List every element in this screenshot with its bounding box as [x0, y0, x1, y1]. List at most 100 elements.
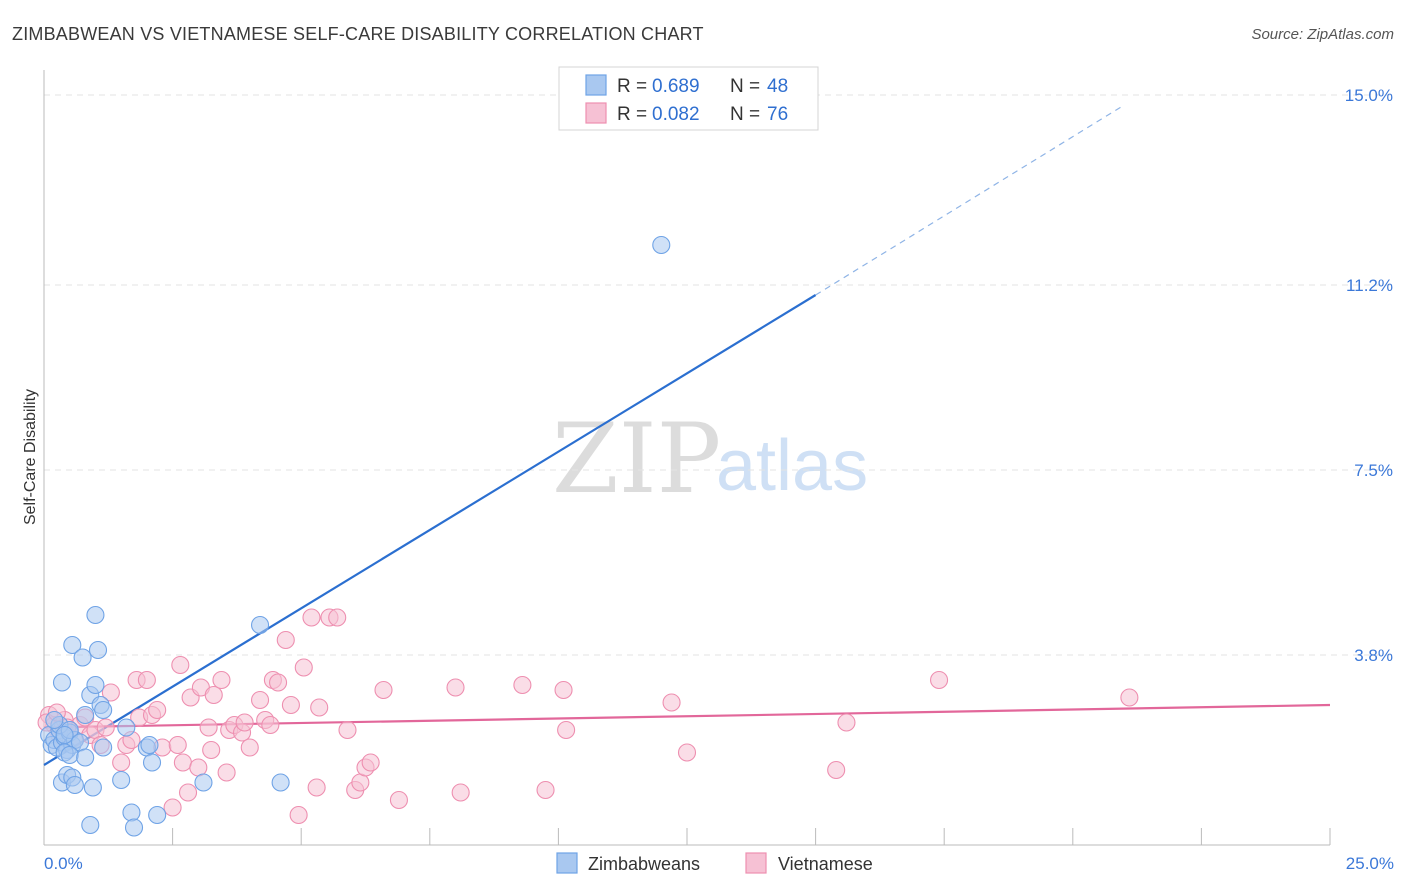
vietnamese-point-33: [217, 763, 236, 782]
bottom-legend-label-vietnamese: Vietnamese: [778, 854, 873, 874]
vietnamese-point-59: [389, 790, 408, 810]
zimbabweans-point-27: [122, 803, 141, 822]
zimbabweans-point-28: [124, 818, 144, 837]
vietnamese-point-12: [101, 683, 120, 702]
trend-line-zimbabweans: [43, 294, 817, 766]
vietnamese-point-47: [294, 658, 313, 677]
zimbabweans-point-23: [86, 675, 105, 695]
zimbabweans-point-33: [250, 615, 270, 635]
x-tick-label-max: 25.0%: [1346, 854, 1394, 873]
zimbabweans-point-15: [45, 710, 64, 730]
bottom-legend-swatch-zimbabweans: [556, 852, 578, 874]
series-vietnamese-points: [37, 608, 1139, 825]
vietnamese-point-60: [446, 678, 465, 697]
vietnamese-point-67: [677, 743, 697, 762]
chart-title: ZIMBABWEAN VS VIETNAMESE SELF-CARE DISAB…: [12, 24, 704, 44]
zimbabweans-point-18: [60, 745, 79, 765]
vietnamese-point-37: [235, 713, 254, 732]
vietnamese-point-45: [281, 695, 300, 715]
vietnamese-point-39: [250, 690, 270, 710]
stats-legend: R = 0.689 N = 48 R = 0.082 N = 76: [558, 66, 819, 131]
zimbabweans-point-31: [148, 805, 167, 825]
vietnamese-point-25: [173, 753, 192, 772]
vietnamese-point-71: [1120, 688, 1139, 707]
y-tick-label-0: 3.8%: [1354, 646, 1393, 665]
zimbabweans-point-35: [86, 605, 105, 625]
zimbabweans-point-26: [112, 770, 131, 790]
chart-source: Source: ZipAtlas.com: [1251, 26, 1394, 43]
zimbabweans-point-30: [142, 753, 162, 772]
gridlines: [44, 94, 1392, 656]
vietnamese-point-65: [557, 720, 576, 740]
vietnamese-point-23: [168, 735, 187, 755]
vietnamese-point-43: [269, 673, 288, 692]
vietnamese-point-27: [189, 758, 208, 777]
vietnamese-point-46: [289, 805, 308, 825]
zimbabweans-point-25: [81, 815, 100, 835]
vietnamese-point-41: [261, 715, 280, 735]
legend-r-value-2: 0.082: [652, 104, 700, 125]
watermark: ZIP atlas: [552, 403, 868, 515]
vietnamese-point-48: [302, 608, 321, 627]
y-axis-label: Self-Care Disability: [22, 389, 39, 525]
vietnamese-point-31: [204, 685, 223, 705]
vietnamese-point-32: [212, 670, 231, 690]
vietnamese-point-22: [163, 798, 182, 817]
legend-n-label-2: N =: [730, 104, 760, 125]
zimbabweans-point-36: [63, 635, 82, 655]
series-zimbabweans-points: [40, 235, 671, 837]
vietnamese-point-53: [338, 720, 357, 740]
zimbabweans-point-43: [76, 748, 95, 767]
vietnamese-point-20: [148, 700, 167, 720]
series-legend: Zimbabweans Vietnamese: [556, 852, 873, 874]
vietnamese-point-30: [202, 740, 221, 760]
zimbabweans-point-40: [94, 738, 113, 757]
vietnamese-point-49: [307, 778, 326, 797]
zimbabweans-point-45: [83, 778, 102, 797]
legend-r-label-2: R =: [617, 104, 647, 125]
zimbabweans-point-42: [140, 735, 159, 755]
vietnamese-point-63: [536, 780, 555, 800]
zimbabweans-point-34: [271, 773, 290, 792]
legend-r-label-1: R =: [617, 76, 647, 97]
vietnamese-point-13: [112, 753, 131, 772]
vietnamese-point-70: [930, 670, 949, 690]
zimbabweans-point-20: [65, 775, 84, 795]
zimbabweans-point-21: [76, 705, 95, 725]
zimbabweans-point-37: [73, 648, 92, 667]
zimbabweans-point-41: [117, 718, 136, 737]
zimbabweans-point-44: [55, 725, 74, 745]
x-axis-ticks: [43, 828, 1331, 845]
vietnamese-point-68: [837, 713, 856, 732]
vietnamese-point-58: [374, 680, 393, 700]
vietnamese-point-66: [662, 693, 681, 712]
legend-n-value-1: 48: [767, 76, 788, 97]
vietnamese-point-38: [240, 738, 259, 757]
zimbabweans-point-46: [94, 700, 113, 720]
legend-n-value-2: 76: [767, 104, 788, 125]
vietnamese-point-61: [451, 783, 470, 802]
vietnamese-point-52: [328, 608, 347, 627]
vietnamese-point-29: [199, 718, 218, 737]
vietnamese-point-18: [137, 670, 156, 690]
zimbabweans-point-47: [652, 235, 671, 255]
vietnamese-point-24: [171, 655, 190, 675]
watermark-zip: ZIP: [552, 403, 721, 515]
y-tick-labels: 3.8% 7.5% 11.2% 15.0%: [1345, 86, 1393, 665]
vietnamese-point-69: [827, 760, 846, 780]
legend-r-value-1: 0.689: [652, 76, 700, 97]
zimbabweans-point-32: [194, 773, 213, 792]
zimbabweans-point-38: [88, 640, 108, 660]
legend-swatch-zimbabweans: [585, 74, 607, 96]
vietnamese-point-62: [513, 675, 532, 695]
x-tick-label-min: 0.0%: [44, 854, 83, 873]
vietnamese-point-44: [276, 630, 295, 650]
legend-swatch-vietnamese: [585, 102, 607, 124]
watermark-atlas: atlas: [716, 426, 868, 506]
zimbabweans-point-39: [52, 673, 72, 692]
bottom-legend-label-zimbabweans: Zimbabweans: [588, 854, 700, 874]
y-tick-label-2: 11.2%: [1346, 276, 1393, 295]
trend-line-zimbabweans-extension: [815, 104, 1125, 296]
legend-n-label-1: N =: [730, 76, 760, 97]
